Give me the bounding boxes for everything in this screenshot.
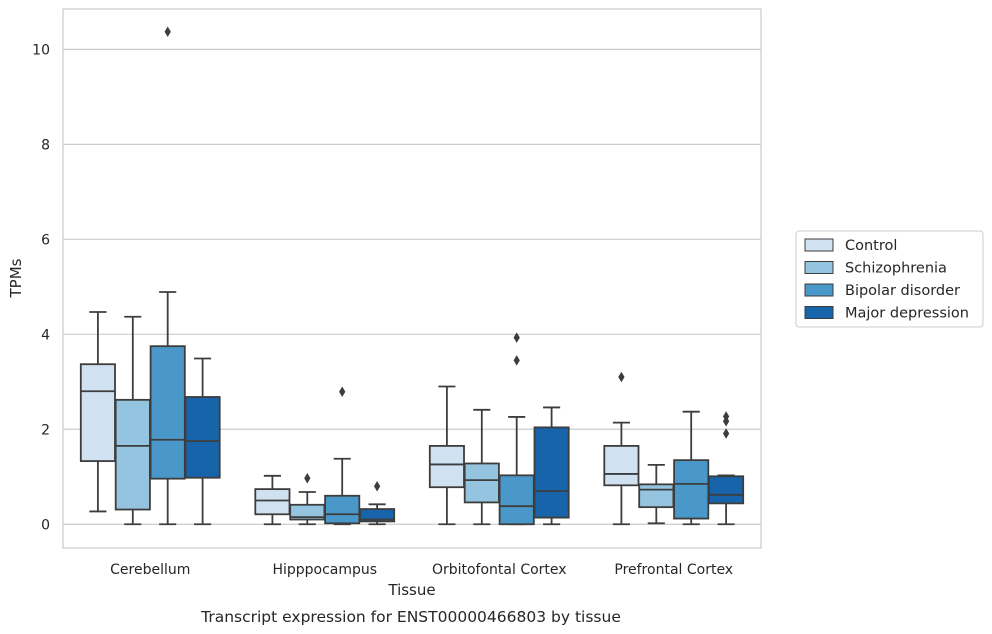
- x-tick-label: Prefrontal Cortex: [614, 562, 733, 578]
- y-axis-label: TPMs: [7, 258, 25, 298]
- legend: Control Schizophrenia Bipolar disorder Majo…: [795, 230, 984, 328]
- box-group: [289, 472, 326, 526]
- x-tick-label: Orbitofontal Cortex: [432, 562, 567, 578]
- outlier-point: [618, 371, 625, 383]
- box-group: [359, 481, 396, 526]
- x-axis-label: Tissue: [387, 581, 435, 599]
- box-iqr: [463, 462, 500, 504]
- box-iqr: [324, 494, 361, 525]
- legend-label: Major depression: [845, 306, 969, 322]
- legend-label: Bipolar disorder: [845, 283, 960, 299]
- legend-label: Control: [845, 238, 897, 254]
- box-group: [673, 410, 710, 526]
- box-iqr: [114, 398, 151, 511]
- box-group: [324, 386, 361, 526]
- legend-frame: [795, 230, 984, 328]
- plot-area-frame: [62, 8, 762, 549]
- legend-label: Schizophrenia: [845, 261, 947, 277]
- outlier-point: [164, 26, 171, 38]
- box-iqr: [359, 508, 396, 523]
- y-tick-label: 4: [41, 327, 50, 343]
- outlier-point: [304, 472, 311, 484]
- box-iqr: [638, 483, 675, 509]
- outlier-point: [513, 355, 520, 366]
- x-tick-label: Hipppocampus: [272, 562, 377, 578]
- box-iqr: [498, 474, 535, 526]
- y-tick-label: 2: [41, 422, 50, 438]
- legend-swatch: [804, 238, 834, 252]
- box-group: [184, 357, 221, 526]
- box-iqr: [254, 488, 291, 516]
- legend-swatch: [804, 306, 834, 319]
- legend-swatch: [804, 261, 834, 274]
- box-iqr: [673, 459, 710, 520]
- y-tick-label: 8: [41, 137, 50, 153]
- box-group: [533, 406, 570, 526]
- box-group: [498, 332, 535, 526]
- box-layer: [79, 26, 745, 526]
- x-tick-labels: Cerebellum Hipppocampus Orbitofontal Corte…: [110, 562, 733, 578]
- outlier-point: [722, 428, 730, 439]
- box-iqr: [603, 444, 640, 487]
- box-iqr: [184, 396, 221, 479]
- box-group: [428, 385, 465, 526]
- box-group: [79, 311, 116, 513]
- box-iqr: [149, 345, 186, 480]
- y-tick-label: 0: [41, 517, 50, 533]
- box-group: [708, 411, 745, 526]
- box-iqr: [79, 363, 116, 462]
- box-group: [149, 26, 186, 526]
- y-tick-labels: 0 2 4 6 8 10: [32, 42, 50, 533]
- box-iqr: [708, 475, 745, 505]
- outlier-point: [722, 411, 730, 422]
- box-group: [254, 474, 291, 526]
- outlier-point: [373, 481, 381, 492]
- box-group: [463, 408, 500, 526]
- box-group: [114, 315, 151, 526]
- x-tick-label: Cerebellum: [110, 562, 190, 578]
- box-group: [603, 371, 640, 526]
- box-iqr: [533, 426, 570, 519]
- legend-swatch: [804, 283, 834, 297]
- outlier-point: [513, 332, 520, 343]
- chart-caption: Transcript expression for ENST0000046680…: [200, 608, 621, 626]
- box-iqr: [428, 444, 465, 489]
- y-tick-label: 10: [32, 42, 50, 58]
- y-tick-label: 6: [41, 232, 50, 248]
- box-group: [638, 463, 675, 525]
- outlier-point: [339, 386, 346, 398]
